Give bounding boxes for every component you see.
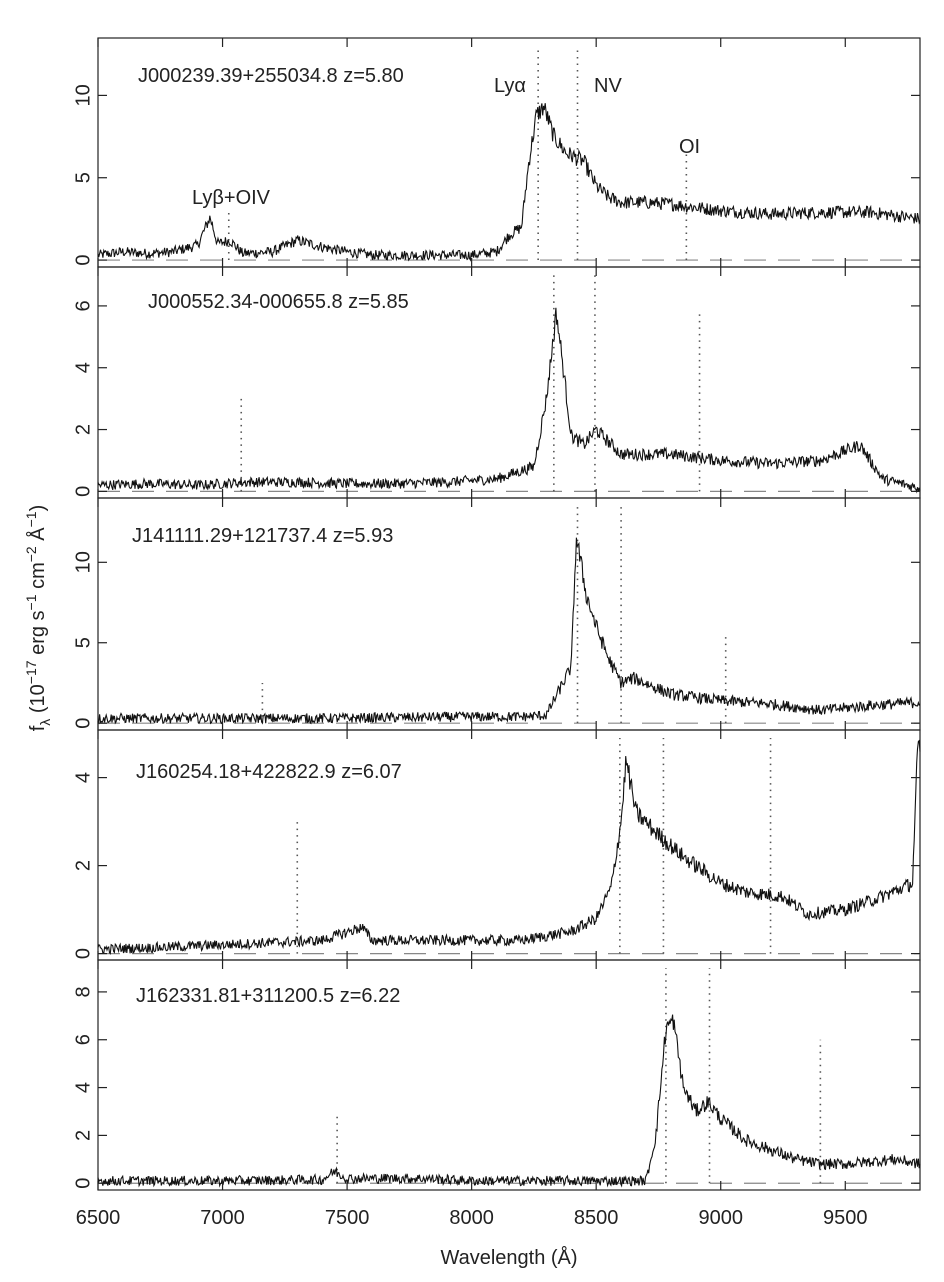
y-tick-label: 0 (72, 254, 94, 265)
panel-frame (97, 959, 921, 1191)
y-tick-label: 0 (72, 1178, 94, 1189)
y-tick-label: 0 (72, 486, 94, 497)
panel-label: J160254.18+422822.9 z=6.07 (136, 761, 402, 783)
y-tick-label: 10 (72, 84, 94, 106)
panel-label: J162331.81+311200.5 z=6.22 (136, 985, 400, 1007)
x-tick-label: 9500 (823, 1207, 868, 1229)
y-tick-label: 5 (72, 172, 94, 183)
spectrum-line (97, 537, 921, 725)
panel-label: J141111.29+121737.4 z=5.93 (132, 525, 393, 547)
x-tick-label: 8500 (574, 1207, 619, 1229)
x-tick-label: 9000 (698, 1207, 743, 1229)
y-tick-label: 6 (72, 1034, 94, 1045)
x-tick-label: 8000 (449, 1207, 494, 1229)
line-label-lyb-oiv: Lyβ+OIV (192, 187, 271, 209)
line-label-nv: NV (594, 75, 622, 97)
y-tick-label: 2 (72, 424, 94, 435)
y-tick-label: 5 (72, 637, 94, 648)
line-label-oi: OI (679, 136, 700, 158)
y-axis-title: fλ (10−17 erg s−1 cm−2 Å−1) (23, 505, 53, 732)
panel-label: J000239.39+255034.8 z=5.80 (138, 65, 404, 87)
y-tick-label: 0 (72, 948, 94, 959)
y-tick-label: 10 (72, 551, 94, 573)
y-tick-label: 2 (72, 860, 94, 871)
y-tick-label: 4 (72, 772, 94, 783)
x-axis-title: Wavelength (Å) (440, 1246, 577, 1269)
y-tick-label: 4 (72, 362, 94, 373)
spectrum-line (97, 739, 921, 955)
y-tick-label: 2 (72, 1130, 94, 1141)
y-tick-label: 8 (72, 986, 94, 997)
spectrum-line (97, 307, 921, 494)
y-tick-label: 4 (72, 1082, 94, 1093)
line-label-lya: Lyα (494, 75, 526, 97)
spectrum-line (97, 1014, 921, 1188)
x-tick-label: 7000 (200, 1207, 245, 1229)
panel-label: J000552.34-000655.8 z=5.85 (148, 291, 409, 313)
spectrum-line (97, 103, 921, 262)
x-tick-label: 7500 (325, 1207, 370, 1229)
y-tick-label: 6 (72, 300, 94, 311)
x-tick-label: 6500 (76, 1207, 121, 1229)
y-tick-label: 0 (72, 718, 94, 729)
